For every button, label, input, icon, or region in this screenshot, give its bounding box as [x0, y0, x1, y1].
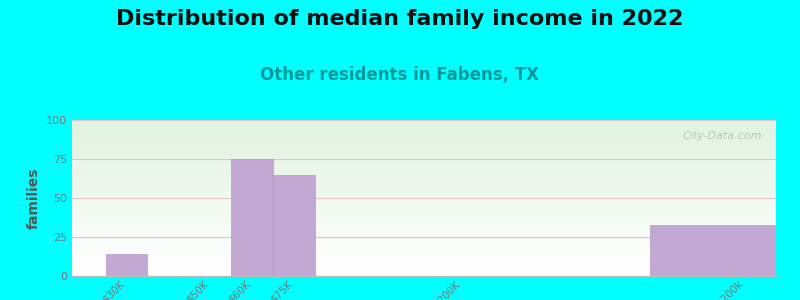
- Bar: [273, 175, 315, 276]
- Y-axis label: families: families: [26, 167, 41, 229]
- Text: Distribution of median family income in 2022: Distribution of median family income in …: [116, 9, 684, 29]
- Text: Other residents in Fabens, TX: Other residents in Fabens, TX: [261, 66, 539, 84]
- Bar: [650, 224, 800, 276]
- Bar: [106, 254, 147, 276]
- Text: City-Data.com: City-Data.com: [682, 131, 762, 141]
- Bar: [231, 159, 273, 276]
